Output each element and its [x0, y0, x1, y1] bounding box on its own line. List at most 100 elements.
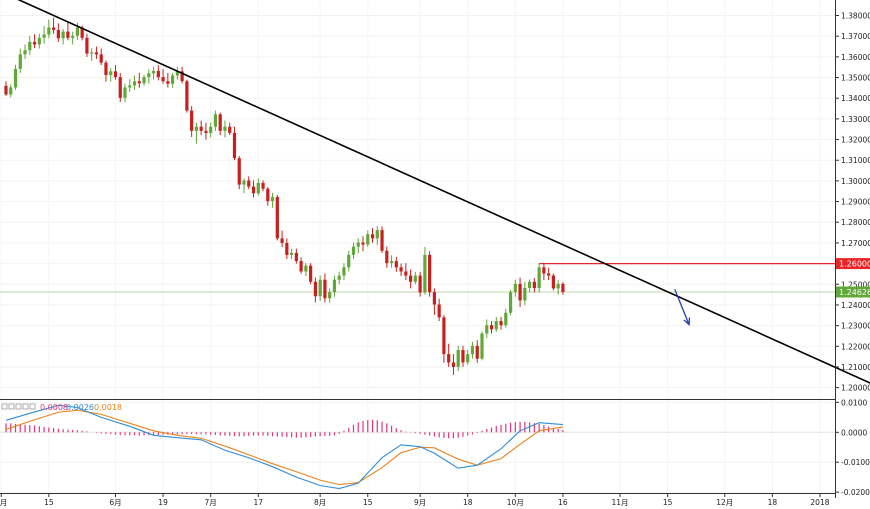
candle[interactable] — [328, 292, 332, 299]
candle[interactable] — [342, 267, 346, 276]
candle[interactable] — [437, 304, 441, 318]
candle[interactable] — [294, 252, 298, 262]
candle[interactable] — [347, 254, 351, 268]
macd-line[interactable] — [5, 404, 563, 490]
candle[interactable] — [532, 281, 536, 288]
candle[interactable] — [66, 31, 70, 38]
candle[interactable] — [561, 283, 565, 292]
candle[interactable] — [456, 350, 460, 367]
macd-settings-icon[interactable] — [15, 403, 22, 410]
candle[interactable] — [256, 182, 260, 194]
candle[interactable] — [132, 81, 137, 86]
candle[interactable] — [156, 70, 160, 78]
candle[interactable] — [313, 281, 317, 297]
candle[interactable] — [56, 29, 60, 39]
candle[interactable] — [223, 126, 227, 131]
candle[interactable] — [523, 287, 527, 301]
candle[interactable] — [75, 27, 79, 36]
candle[interactable] — [323, 279, 327, 299]
candle[interactable] — [447, 354, 451, 363]
candle[interactable] — [451, 362, 456, 367]
candle[interactable] — [404, 271, 408, 276]
candle[interactable] — [499, 321, 503, 326]
candle[interactable] — [280, 238, 284, 243]
candle[interactable] — [337, 275, 341, 280]
candle[interactable] — [142, 77, 146, 84]
candle[interactable] — [423, 254, 427, 293]
candle[interactable] — [385, 250, 389, 264]
candle[interactable] — [37, 37, 41, 45]
candle[interactable] — [485, 325, 489, 334]
candle[interactable] — [428, 254, 432, 293]
macd-panel[interactable] — [0, 404, 835, 490]
candle[interactable] — [118, 77, 122, 98]
candle[interactable] — [190, 110, 194, 131]
candle[interactable] — [528, 281, 532, 288]
candle[interactable] — [375, 230, 379, 239]
candle[interactable] — [251, 186, 256, 194]
candle[interactable] — [171, 75, 175, 84]
candle[interactable] — [28, 41, 32, 51]
candle[interactable] — [9, 87, 13, 95]
candle[interactable] — [556, 283, 560, 289]
forecast-arrow[interactable] — [674, 289, 690, 325]
candle[interactable] — [370, 234, 375, 239]
candle[interactable] — [175, 71, 179, 76]
candle[interactable] — [275, 197, 279, 239]
candle[interactable] — [4, 85, 8, 95]
candle[interactable] — [237, 158, 241, 185]
candle[interactable] — [366, 234, 370, 245]
candle[interactable] — [266, 188, 270, 202]
candle[interactable] — [537, 267, 541, 288]
candle[interactable] — [351, 246, 356, 255]
candle[interactable] — [109, 71, 113, 76]
candle[interactable] — [394, 261, 398, 268]
candle[interactable] — [85, 37, 89, 54]
candle[interactable] — [137, 81, 141, 84]
price-panel[interactable] — [0, 17, 835, 375]
candle[interactable] — [299, 261, 303, 272]
candle[interactable] — [47, 27, 51, 35]
candle[interactable] — [318, 279, 322, 297]
candle[interactable] — [94, 52, 99, 55]
candle[interactable] — [489, 325, 494, 330]
candle[interactable] — [199, 126, 203, 131]
candle[interactable] — [213, 114, 218, 127]
macd-settings-icon[interactable] — [1, 403, 8, 410]
candle[interactable] — [147, 73, 151, 78]
candle[interactable] — [399, 267, 403, 272]
candle[interactable] — [42, 34, 46, 38]
candle[interactable] — [247, 180, 251, 187]
candle[interactable] — [23, 50, 27, 55]
candle[interactable] — [232, 132, 237, 159]
candle[interactable] — [418, 275, 422, 293]
candle[interactable] — [18, 54, 22, 69]
candle[interactable] — [242, 180, 246, 185]
macd-settings-icon[interactable] — [29, 403, 36, 410]
candle[interactable] — [432, 292, 436, 305]
candle[interactable] — [542, 267, 546, 274]
candle[interactable] — [180, 71, 184, 82]
candle[interactable] — [389, 261, 394, 264]
candle[interactable] — [442, 317, 446, 355]
candle[interactable] — [52, 27, 56, 30]
candle[interactable] — [518, 283, 522, 301]
candle[interactable] — [185, 81, 189, 111]
candle[interactable] — [461, 350, 465, 363]
candle[interactable] — [99, 54, 103, 63]
candle[interactable] — [409, 275, 413, 282]
candle[interactable] — [270, 197, 275, 202]
candle[interactable] — [475, 345, 479, 359]
candle[interactable] — [513, 283, 517, 293]
macd-settings-icon[interactable] — [8, 403, 15, 410]
candle[interactable] — [504, 312, 508, 326]
candle[interactable] — [80, 27, 84, 38]
candle[interactable] — [61, 31, 65, 39]
candle[interactable] — [290, 252, 294, 255]
candle[interactable] — [285, 242, 289, 255]
candle[interactable] — [113, 71, 118, 78]
candle[interactable] — [332, 279, 337, 293]
candle[interactable] — [380, 230, 384, 251]
candle[interactable] — [261, 182, 265, 189]
candle[interactable] — [480, 333, 484, 359]
